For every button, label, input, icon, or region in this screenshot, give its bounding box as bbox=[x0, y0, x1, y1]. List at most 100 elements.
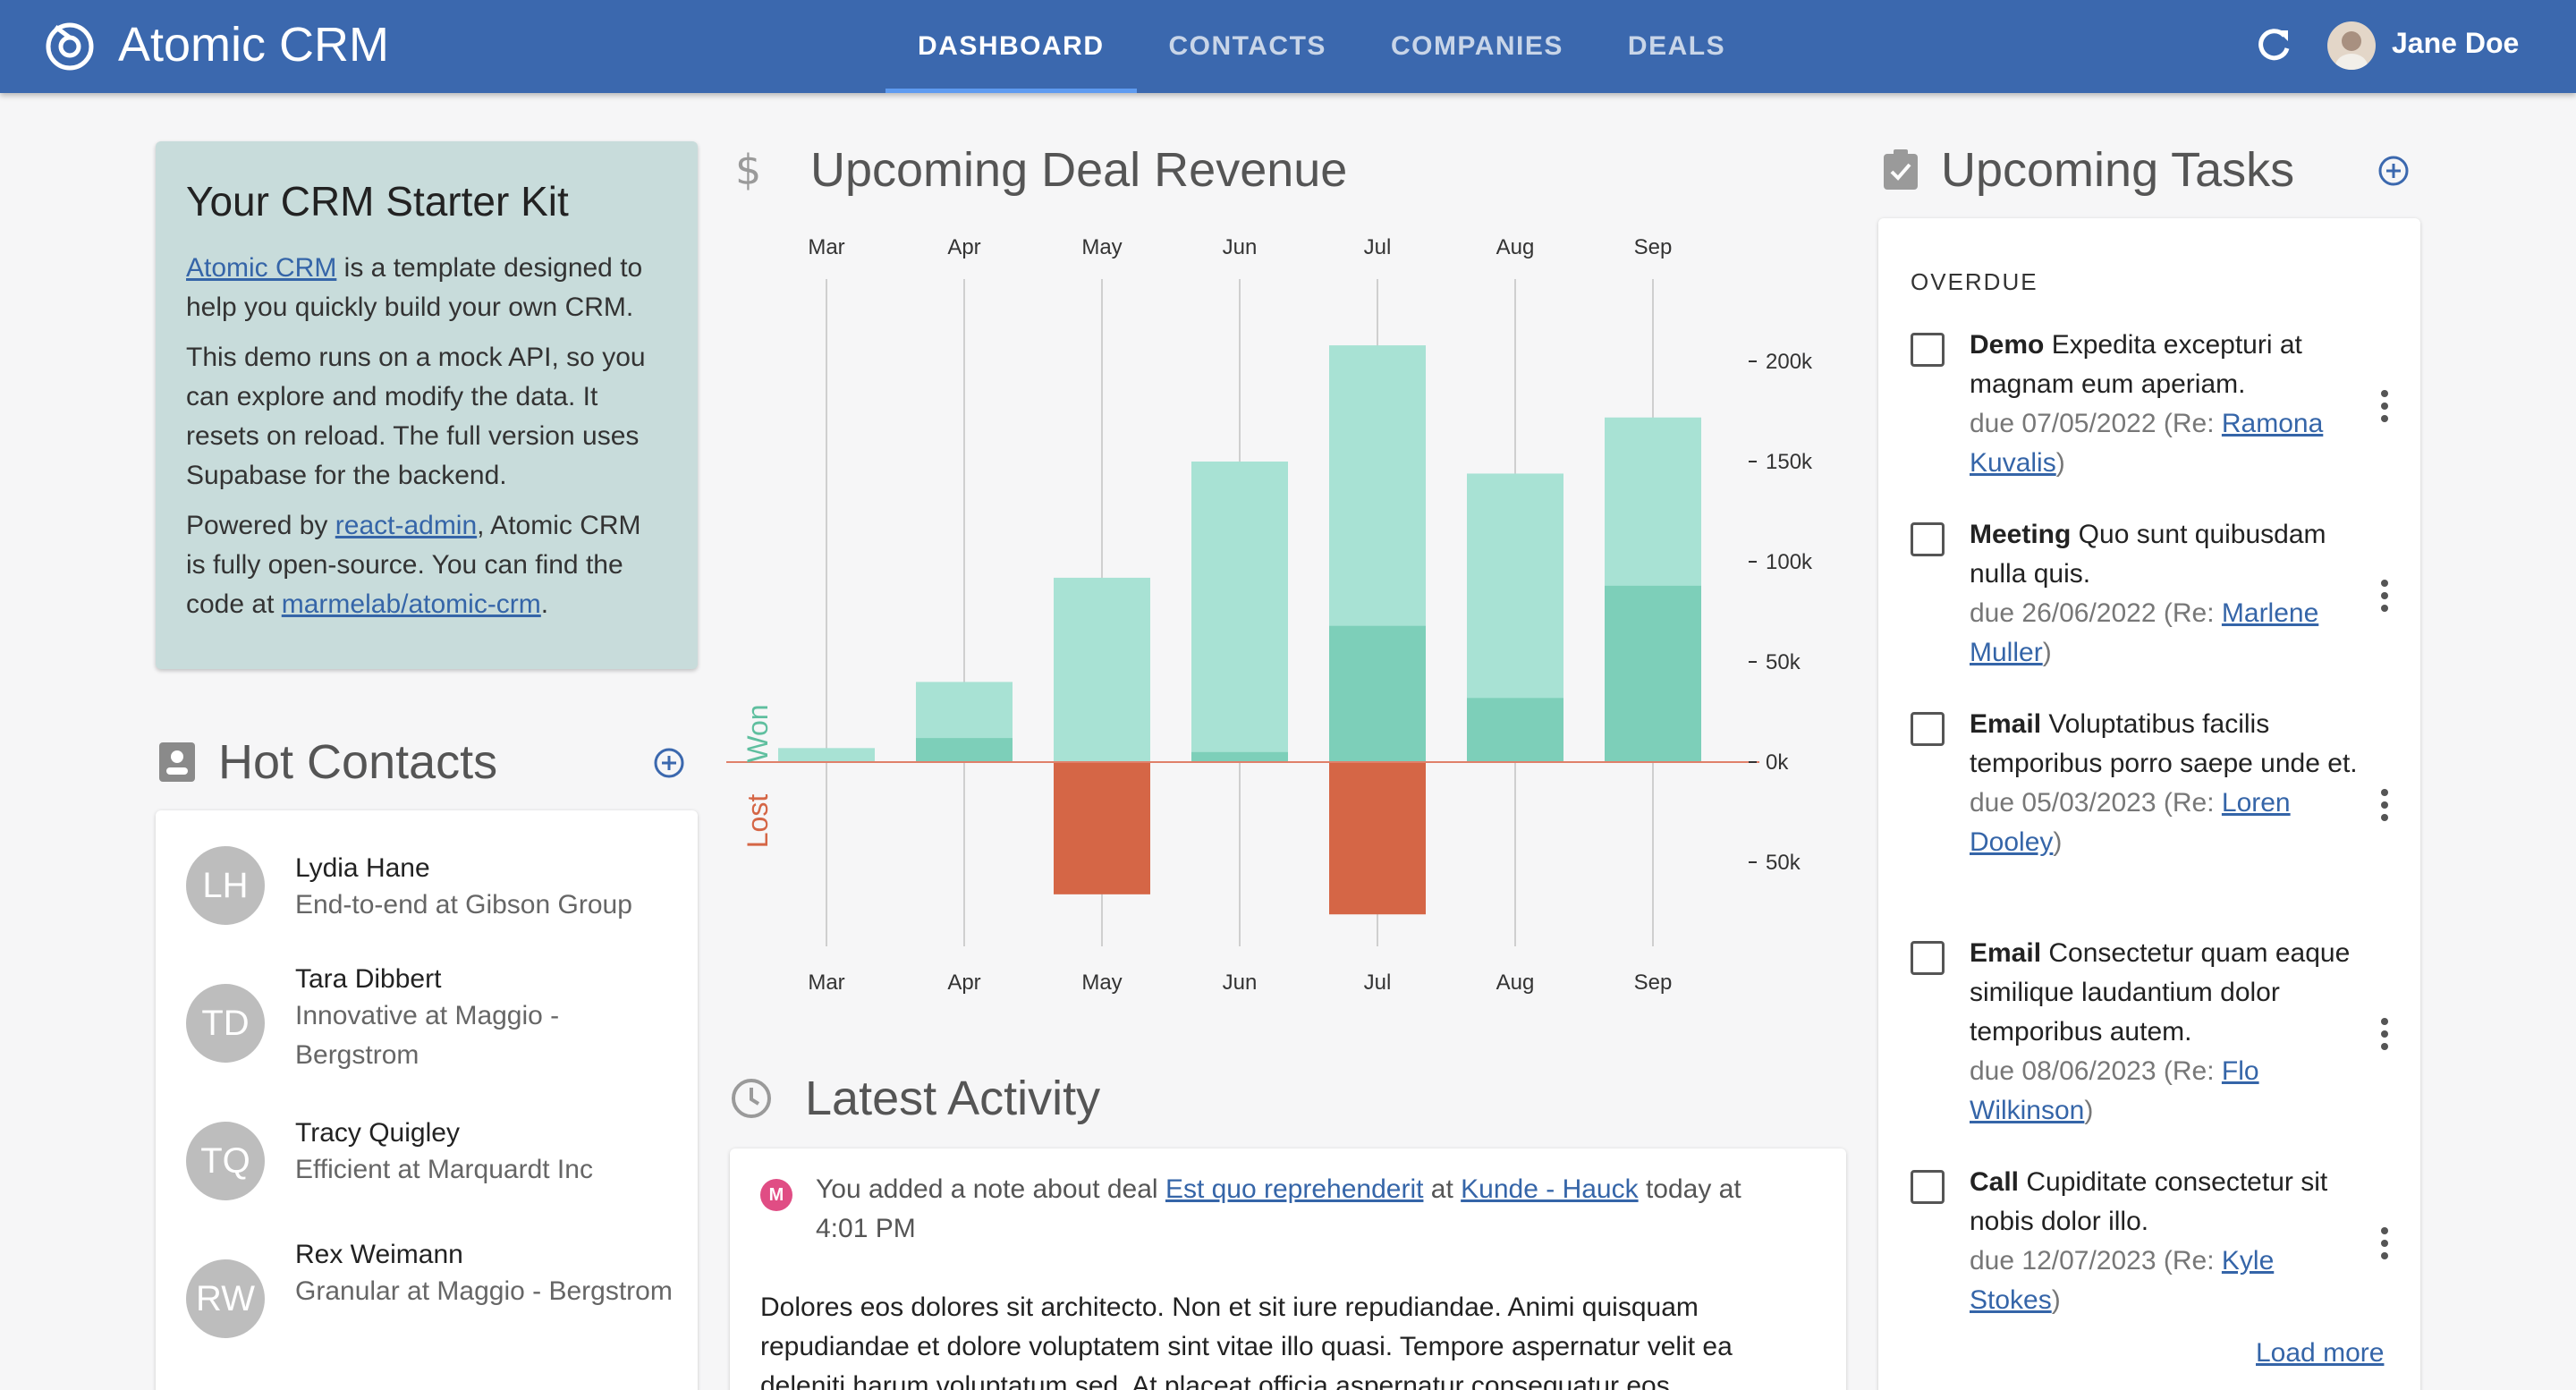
bar-won-aug bbox=[1467, 698, 1563, 762]
contact-description: Innovative at Maggio - Bergstrom bbox=[295, 1001, 560, 1070]
x-tick-top: Aug bbox=[1496, 235, 1535, 259]
task-checkbox[interactable] bbox=[1911, 333, 1945, 367]
more-vert-icon[interactable] bbox=[2376, 1224, 2394, 1263]
task-text: Meeting Quo sunt quibusdam nulla quis. du… bbox=[1970, 515, 2363, 673]
task-due: due 26/06/2022 (Re: bbox=[1970, 598, 2222, 628]
x-tick-bottom: May bbox=[1081, 970, 1122, 995]
task-text: Email Consectetur quam eaque similique l… bbox=[1970, 934, 2363, 1131]
task-due-close: ) bbox=[2051, 1285, 2061, 1315]
task-type: Meeting bbox=[1970, 520, 2072, 549]
activity-mid: at bbox=[1423, 1174, 1462, 1204]
task-due-close: ) bbox=[2053, 827, 2063, 857]
x-tick-bottom: Sep bbox=[1634, 970, 1673, 995]
x-tick-bottom: Jul bbox=[1364, 970, 1392, 995]
hot-contacts-header: Hot Contacts bbox=[156, 733, 497, 791]
load-more-link[interactable]: Load more bbox=[2256, 1338, 2385, 1368]
tab-companies[interactable]: COMPANIES bbox=[1390, 31, 1563, 61]
activity-summary: You added a note about deal Est quo repr… bbox=[816, 1170, 1800, 1249]
task-due: due 05/03/2023 (Re: bbox=[1970, 788, 2222, 818]
company-logo: M bbox=[760, 1179, 792, 1211]
y-tick-label: 200k bbox=[1766, 350, 1813, 374]
x-tick-top: Apr bbox=[947, 235, 980, 259]
y-tick-label: 150k bbox=[1766, 450, 1813, 474]
task-contact-link[interactable]: Kyle Stokes bbox=[1970, 1246, 2275, 1315]
y-tick-label: 0k bbox=[1766, 750, 1789, 775]
powered-pre: Powered by bbox=[186, 511, 335, 540]
user-avatar[interactable] bbox=[2327, 21, 2376, 70]
react-admin-link[interactable]: react-admin bbox=[335, 511, 478, 540]
more-vert-icon[interactable] bbox=[2376, 576, 2394, 615]
bar-lost-may bbox=[1054, 762, 1150, 894]
task-due-close: ) bbox=[2055, 448, 2065, 478]
task-checkbox[interactable] bbox=[1911, 522, 1945, 556]
hot-contacts-title: Hot Contacts bbox=[218, 735, 498, 789]
task-type: Demo bbox=[1970, 330, 2045, 360]
contact-avatar: TQ bbox=[186, 1122, 265, 1200]
app-bar: Atomic CRM DASHBOARD CONTACTS COMPANIES … bbox=[0, 0, 2576, 93]
activity-pre: You added a note about deal bbox=[816, 1174, 1165, 1204]
task-type: Email bbox=[1970, 938, 2042, 968]
task-contact-link[interactable]: Ramona Kuvalis bbox=[1970, 409, 2324, 478]
contact-name: Rex Weimann bbox=[295, 1240, 463, 1269]
x-tick-top: May bbox=[1081, 235, 1122, 259]
task-checkbox[interactable] bbox=[1911, 1170, 1945, 1204]
atomic-logo-icon[interactable] bbox=[43, 20, 97, 73]
bar-lost-jul bbox=[1329, 762, 1426, 915]
x-tick-top: Mar bbox=[808, 235, 844, 259]
task-checkbox[interactable] bbox=[1911, 941, 1945, 975]
deal-link[interactable]: Est quo reprehenderit bbox=[1165, 1174, 1424, 1204]
task-due-close: ) bbox=[2042, 638, 2052, 667]
tab-dashboard[interactable]: DASHBOARD bbox=[886, 0, 1137, 93]
tab-deals[interactable]: DEALS bbox=[1627, 31, 1726, 61]
clipboard-check-icon bbox=[1884, 149, 1918, 190]
starter-kit-intro: Atomic CRM is a template designed to hel… bbox=[186, 249, 667, 327]
more-vert-icon[interactable] bbox=[2376, 386, 2394, 426]
powered-end: . bbox=[540, 589, 549, 619]
revenue-title: Upcoming Deal Revenue bbox=[810, 143, 1348, 197]
activity-card: M You added a note about deal Est quo re… bbox=[730, 1148, 1846, 1390]
add-contact-icon[interactable] bbox=[652, 746, 686, 780]
more-vert-icon[interactable] bbox=[2376, 1014, 2394, 1054]
x-tick-bottom: Jun bbox=[1223, 970, 1258, 995]
starter-kit-intro-text: is a template designed to help you quick… bbox=[186, 253, 643, 322]
tab-contacts[interactable]: CONTACTS bbox=[1168, 31, 1326, 61]
add-task-icon[interactable] bbox=[2377, 154, 2411, 188]
atomic-crm-link[interactable]: Atomic CRM bbox=[186, 253, 337, 283]
overdue-heading: OVERDUE bbox=[1911, 268, 2038, 295]
bar-pending-mar bbox=[778, 748, 875, 762]
clock-icon bbox=[732, 1079, 771, 1118]
refresh-icon[interactable] bbox=[2252, 23, 2295, 66]
task-due-close: ) bbox=[2084, 1096, 2094, 1125]
x-tick-bottom: Aug bbox=[1496, 970, 1535, 995]
task-description: Quo sunt quibusdam nulla quis. bbox=[1970, 520, 2326, 589]
contact-description: Efficient at Marquardt Inc bbox=[295, 1155, 593, 1184]
x-tick-top: Jul bbox=[1364, 235, 1392, 259]
contact-avatar: TD bbox=[186, 984, 265, 1063]
task-contact-link[interactable]: Loren Dooley bbox=[1970, 788, 2291, 857]
bar-pending-may bbox=[1054, 577, 1150, 762]
more-vert-icon[interactable] bbox=[2376, 785, 2394, 825]
task-text: Email Voluptatibus facilis temporibus po… bbox=[1970, 705, 2363, 862]
company-link[interactable]: Kunde - Hauck bbox=[1461, 1174, 1639, 1204]
dollar-icon: $ bbox=[735, 146, 762, 194]
task-contact-link[interactable]: Marlene Muller bbox=[1970, 598, 2319, 667]
revenue-header: $ Upcoming Deal Revenue bbox=[735, 141, 1347, 199]
starter-kit-card: Your CRM Starter Kit Atomic CRM is a tem… bbox=[156, 141, 698, 669]
contact-name: Tara Dibbert bbox=[295, 964, 442, 994]
task-contact-link[interactable]: Flo Wilkinson bbox=[1970, 1056, 2259, 1125]
starter-kit-powered: Powered by react-admin, Atomic CRM is fu… bbox=[186, 506, 667, 624]
task-due: due 07/05/2022 (Re: bbox=[1970, 409, 2222, 438]
user-name[interactable]: Jane Doe bbox=[2392, 27, 2520, 59]
github-repo-link[interactable]: marmelab/atomic-crm bbox=[281, 589, 541, 619]
activity-header: Latest Activity bbox=[730, 1070, 1100, 1127]
powered-mid: , Atomic CRM is fully open-source. You c… bbox=[186, 511, 641, 619]
contacts-card-icon bbox=[159, 742, 195, 782]
task-text: Call Cupiditate consectetur sit nobis do… bbox=[1970, 1163, 2363, 1320]
won-axis-label: Won bbox=[741, 704, 774, 762]
app-title[interactable]: Atomic CRM bbox=[118, 18, 390, 72]
x-tick-top: Sep bbox=[1634, 235, 1673, 259]
tasks-title: Upcoming Tasks bbox=[1941, 143, 2295, 197]
activity-time: today at 4:01 PM bbox=[816, 1174, 1741, 1243]
task-checkbox[interactable] bbox=[1911, 712, 1945, 746]
bar-won-apr bbox=[916, 738, 1013, 762]
